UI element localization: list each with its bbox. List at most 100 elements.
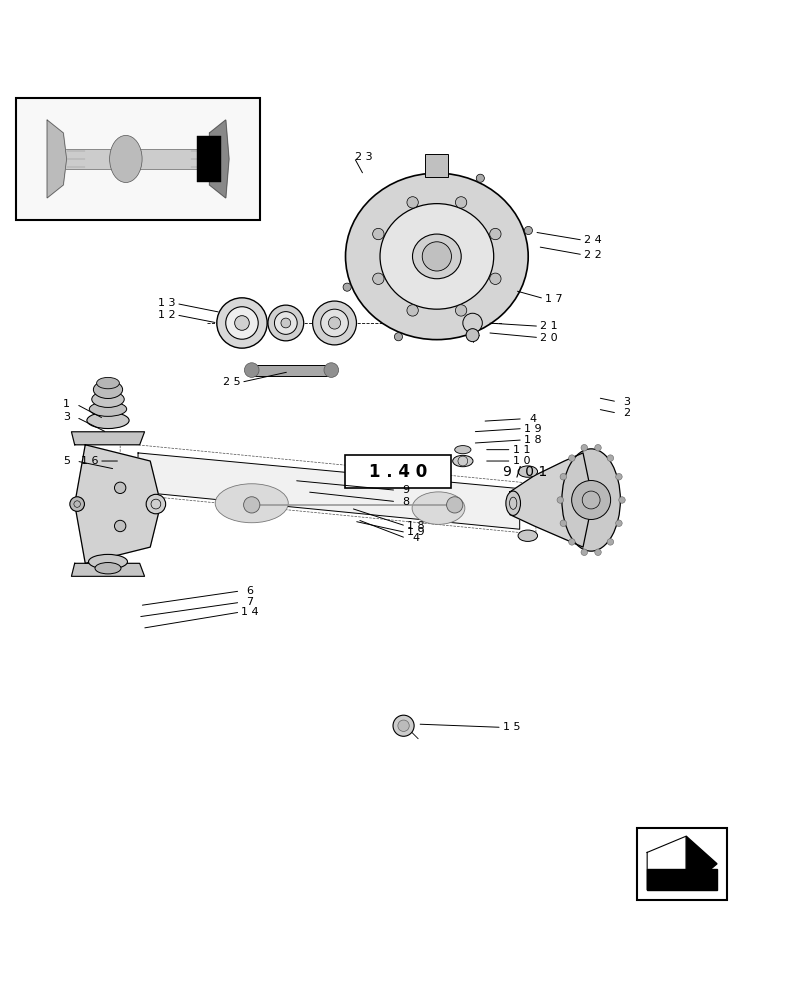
Ellipse shape [274, 312, 297, 334]
Circle shape [114, 482, 126, 494]
Ellipse shape [92, 391, 124, 407]
Polygon shape [509, 453, 592, 547]
Polygon shape [209, 120, 229, 198]
Circle shape [594, 549, 600, 555]
Circle shape [556, 497, 563, 503]
Text: 7: 7 [247, 597, 253, 607]
Polygon shape [646, 869, 716, 890]
Ellipse shape [88, 554, 127, 569]
Circle shape [462, 313, 482, 333]
Ellipse shape [234, 316, 249, 330]
Polygon shape [75, 445, 161, 563]
Ellipse shape [109, 135, 142, 183]
Text: 1 3: 1 3 [157, 298, 175, 308]
Circle shape [568, 455, 574, 461]
Ellipse shape [87, 412, 129, 429]
Circle shape [568, 539, 574, 545]
Ellipse shape [380, 204, 493, 309]
Text: 5: 5 [63, 456, 70, 466]
Circle shape [243, 497, 260, 513]
Circle shape [455, 305, 466, 316]
Text: 2 0: 2 0 [539, 333, 557, 343]
Circle shape [560, 473, 566, 480]
Bar [61, 149, 215, 169]
Text: 1 8: 1 8 [406, 521, 424, 531]
Circle shape [394, 333, 402, 341]
Polygon shape [71, 563, 144, 576]
Circle shape [607, 539, 613, 545]
Text: 2 5: 2 5 [222, 377, 240, 387]
Polygon shape [47, 120, 67, 198]
Text: 1 . 4 0: 1 . 4 0 [368, 463, 427, 481]
Circle shape [406, 197, 418, 208]
Ellipse shape [225, 307, 258, 339]
Ellipse shape [281, 318, 290, 328]
Text: 1 2: 1 2 [157, 310, 175, 320]
Circle shape [489, 273, 500, 284]
Ellipse shape [320, 309, 348, 337]
Ellipse shape [517, 530, 537, 541]
Text: 1 9: 1 9 [523, 424, 541, 434]
Circle shape [618, 497, 624, 503]
Text: 1 1: 1 1 [512, 445, 530, 455]
Text: 4: 4 [529, 414, 535, 424]
Circle shape [422, 242, 451, 271]
Polygon shape [685, 836, 716, 890]
Text: 8: 8 [402, 497, 409, 507]
Text: 2 2: 2 2 [583, 250, 601, 260]
Text: 9 / 0 1: 9 / 0 1 [503, 465, 547, 479]
Text: 2 4: 2 4 [583, 235, 601, 245]
Ellipse shape [217, 298, 267, 348]
Circle shape [114, 520, 126, 532]
Bar [16, 98, 260, 220]
Circle shape [446, 497, 462, 513]
Circle shape [244, 363, 259, 377]
Ellipse shape [454, 446, 470, 454]
Circle shape [372, 273, 384, 284]
Text: 3: 3 [63, 412, 70, 422]
Circle shape [560, 520, 566, 527]
Circle shape [393, 715, 414, 736]
Text: 1 5: 1 5 [502, 722, 520, 732]
Text: 4: 4 [412, 533, 418, 543]
Text: 9: 9 [402, 485, 409, 495]
Ellipse shape [312, 301, 356, 345]
Ellipse shape [561, 449, 620, 551]
Polygon shape [138, 453, 519, 529]
Circle shape [406, 305, 418, 316]
Ellipse shape [268, 305, 303, 341]
Circle shape [372, 228, 384, 240]
Circle shape [615, 520, 621, 527]
Ellipse shape [345, 173, 527, 340]
Circle shape [524, 226, 532, 235]
Circle shape [466, 329, 478, 342]
Ellipse shape [215, 484, 288, 523]
Bar [345, 455, 450, 488]
Bar [196, 136, 221, 182]
Circle shape [594, 445, 600, 451]
Ellipse shape [412, 234, 461, 279]
Circle shape [571, 481, 610, 519]
Ellipse shape [328, 317, 340, 329]
Circle shape [476, 174, 484, 182]
Text: 1 0: 1 0 [512, 456, 530, 466]
Text: 2: 2 [623, 408, 629, 418]
Text: 1 9: 1 9 [406, 527, 424, 537]
Ellipse shape [97, 377, 119, 389]
Text: 1 7: 1 7 [544, 294, 562, 304]
Text: 2 1: 2 1 [539, 321, 557, 331]
Circle shape [489, 228, 500, 240]
Polygon shape [646, 836, 706, 890]
Circle shape [581, 549, 587, 555]
Text: 1 8: 1 8 [523, 435, 541, 445]
Ellipse shape [89, 402, 127, 416]
Circle shape [324, 363, 338, 377]
Text: 6: 6 [247, 586, 253, 596]
Circle shape [581, 445, 587, 451]
Circle shape [615, 473, 621, 480]
Bar [251, 365, 333, 376]
Ellipse shape [95, 563, 121, 574]
Circle shape [455, 197, 466, 208]
Circle shape [607, 455, 613, 461]
Text: 1: 1 [63, 399, 70, 409]
